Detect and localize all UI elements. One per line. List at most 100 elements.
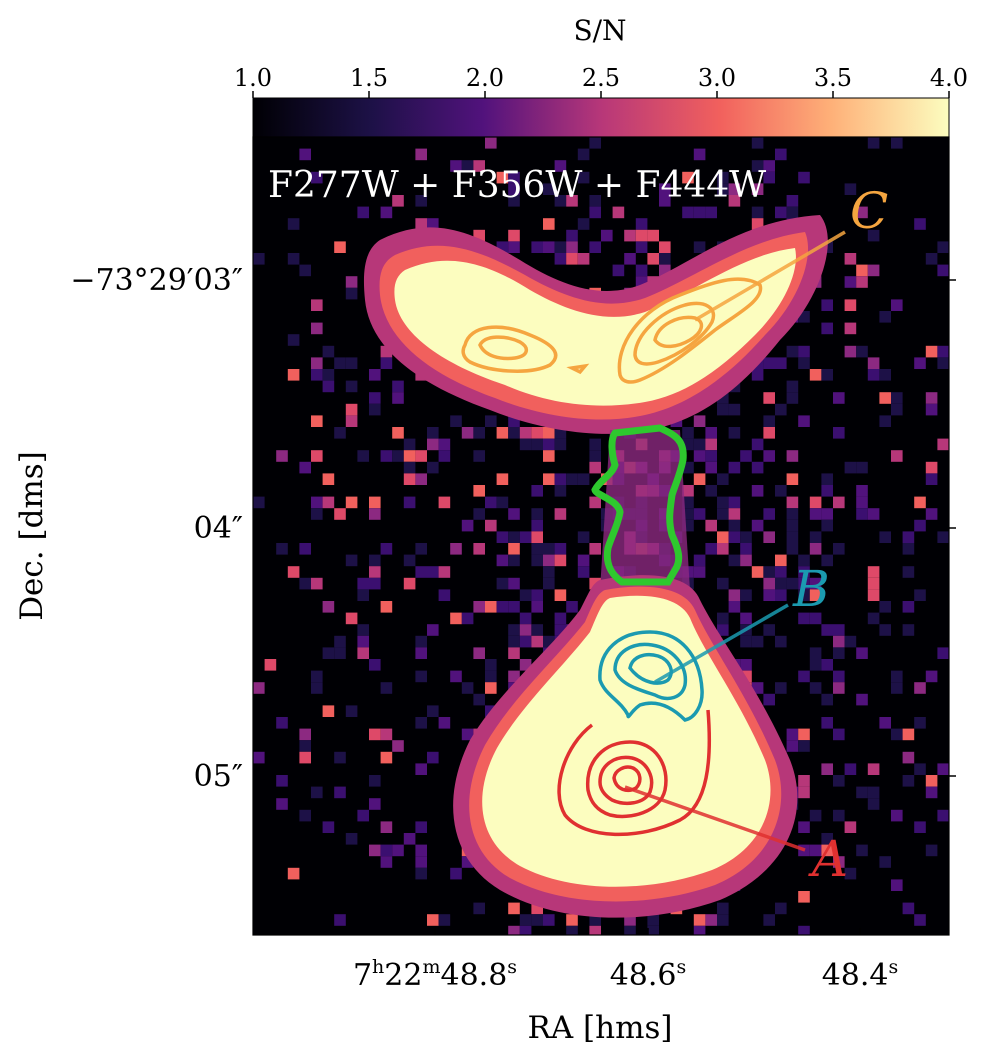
noise-pixel bbox=[369, 659, 381, 671]
noise-pixel bbox=[891, 879, 903, 891]
noise-pixel bbox=[345, 833, 358, 845]
noise-pixel bbox=[751, 566, 764, 578]
noise-pixel bbox=[380, 450, 393, 462]
noise-pixel bbox=[496, 496, 509, 509]
noise-pixel bbox=[786, 577, 799, 590]
noise-pixel bbox=[543, 438, 555, 451]
noise-pixel bbox=[612, 206, 625, 219]
noise-pixel bbox=[786, 508, 799, 520]
noise-pixel bbox=[844, 635, 857, 648]
noise-pixel bbox=[543, 914, 555, 926]
noise-pixel bbox=[763, 450, 775, 462]
noise-pixel bbox=[589, 195, 601, 207]
contour-c-right-mid bbox=[633, 301, 716, 366]
noise-pixel bbox=[821, 299, 833, 311]
noise-pixel bbox=[554, 485, 567, 497]
noise-pixel bbox=[682, 519, 694, 532]
noise-pixel bbox=[543, 577, 555, 590]
noise-pixel bbox=[473, 229, 485, 242]
noise-pixel bbox=[775, 635, 787, 648]
noise-pixel bbox=[751, 461, 764, 474]
noise-pixel bbox=[508, 925, 520, 935]
noise-pixel bbox=[369, 844, 381, 857]
noise-pixel bbox=[531, 531, 543, 543]
noise-pixel bbox=[891, 403, 903, 416]
noise-pixel bbox=[682, 508, 694, 520]
noise-pixel bbox=[566, 914, 578, 926]
noise-pixel bbox=[925, 786, 938, 799]
noise-pixel bbox=[508, 577, 520, 590]
y-axis-label: Dec. [dms] bbox=[14, 451, 50, 621]
noise-pixel bbox=[937, 531, 949, 543]
bright-structures bbox=[363, 215, 828, 918]
noise-pixel bbox=[914, 218, 926, 230]
noise-pixel bbox=[844, 183, 857, 195]
noise-pixel bbox=[937, 763, 949, 775]
noise-pixel bbox=[380, 543, 393, 555]
noise-pixel bbox=[879, 415, 891, 427]
noise-pixel bbox=[253, 682, 265, 694]
noise-pixel bbox=[566, 473, 578, 485]
noise-pixel bbox=[415, 195, 427, 207]
noise-pixel bbox=[693, 508, 706, 520]
noise-pixel bbox=[798, 740, 810, 752]
noise-pixel bbox=[775, 902, 787, 915]
noise-pixel bbox=[786, 380, 799, 393]
noise-pixel bbox=[705, 450, 717, 462]
noise-pixel bbox=[682, 427, 694, 439]
noise-pixel bbox=[867, 137, 880, 149]
noise-pixel bbox=[833, 392, 845, 404]
noise-pixel bbox=[508, 670, 520, 683]
noise-pixel bbox=[821, 322, 833, 335]
noise-pixel bbox=[635, 218, 648, 230]
noise-pixel bbox=[775, 148, 787, 161]
noise-pixel bbox=[867, 798, 880, 810]
noise-pixel bbox=[577, 531, 590, 543]
noise-pixel bbox=[775, 357, 787, 369]
noise-pixel bbox=[380, 206, 393, 219]
noise-pixel bbox=[380, 821, 393, 833]
noise-pixel bbox=[311, 322, 323, 335]
noise-pixel bbox=[821, 693, 833, 706]
noise-pixel bbox=[705, 438, 717, 451]
noise-pixel bbox=[659, 264, 671, 277]
noise-pixel bbox=[751, 635, 764, 648]
noise-pixel bbox=[751, 183, 764, 195]
noise-pixel bbox=[902, 531, 915, 543]
noise-pixel bbox=[833, 496, 845, 509]
noise-pixel bbox=[879, 601, 891, 613]
noise-pixel bbox=[705, 427, 717, 439]
noise-pixel bbox=[856, 844, 868, 857]
noise-pixel bbox=[438, 496, 451, 509]
noise-pixel bbox=[519, 914, 532, 926]
noise-pixel bbox=[786, 519, 799, 532]
noise-pixel bbox=[531, 508, 543, 520]
x-tick-label: 48.4s bbox=[822, 956, 899, 993]
noise-pixel bbox=[891, 137, 903, 149]
noise-pixel bbox=[763, 160, 775, 172]
noise-pixel bbox=[891, 450, 903, 462]
noise-pixel bbox=[369, 508, 381, 520]
noise-pixel bbox=[415, 647, 427, 659]
noise-pixel bbox=[380, 844, 393, 857]
noise-pixel bbox=[786, 496, 799, 509]
leader-line-b bbox=[654, 603, 789, 684]
noise-pixel bbox=[867, 508, 880, 520]
noise-pixel bbox=[856, 496, 868, 509]
noise-pixel bbox=[322, 821, 335, 833]
noise-pixel bbox=[925, 775, 938, 787]
noise-pixel bbox=[775, 206, 787, 219]
noise-pixel bbox=[334, 635, 346, 648]
noise-pixel bbox=[334, 751, 346, 764]
noise-pixel bbox=[844, 276, 857, 288]
noise-pixel bbox=[693, 415, 706, 427]
noise-pixel bbox=[508, 647, 520, 659]
noise-pixel bbox=[728, 554, 741, 567]
noise-pixel bbox=[427, 914, 439, 926]
noise-pixel bbox=[786, 195, 799, 207]
noise-pixel bbox=[380, 728, 393, 741]
noise-pixel bbox=[809, 531, 822, 543]
noise-pixel bbox=[728, 461, 741, 474]
noise-pixel bbox=[427, 461, 439, 474]
